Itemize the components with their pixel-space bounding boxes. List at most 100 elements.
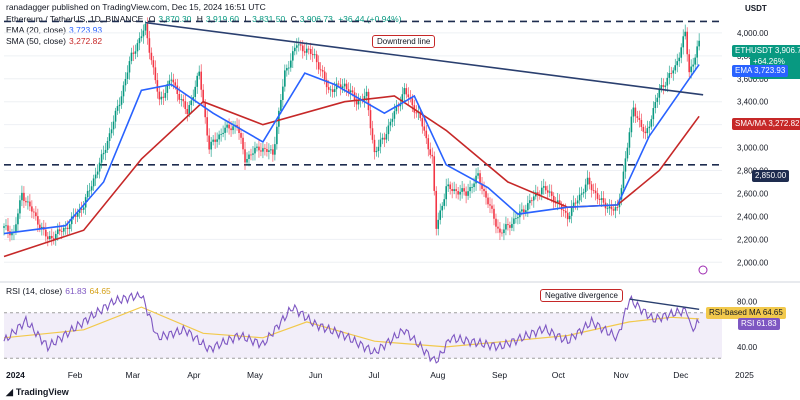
candle-body	[668, 73, 671, 78]
candle-body	[242, 137, 244, 150]
candle-body	[674, 65, 677, 71]
candle-body	[319, 69, 322, 71]
candle-body	[303, 51, 306, 53]
candle-body	[210, 141, 212, 150]
symbol-title[interactable]: Ethereum / TetherUS, 1D, BINANCE	[6, 14, 144, 24]
candle-body	[7, 225, 9, 232]
candle-body	[483, 188, 485, 192]
candle-body	[98, 162, 101, 172]
candle-body	[642, 126, 645, 132]
rsi-layer	[3, 290, 700, 364]
candle-body	[100, 154, 103, 163]
candle-body	[445, 186, 447, 200]
candle-body	[168, 80, 171, 85]
candle-body	[367, 91, 370, 111]
candle-body	[582, 192, 585, 194]
candle-body	[299, 44, 302, 46]
candle-body	[232, 126, 234, 131]
candle-body	[505, 224, 507, 230]
candle-body	[666, 77, 669, 86]
price-tick-label: 4,000.00	[737, 29, 769, 38]
candle-body	[325, 79, 328, 88]
candle-body	[128, 61, 131, 73]
grid-layer	[0, 32, 800, 359]
candle-body	[608, 206, 611, 209]
candle-body	[176, 85, 179, 94]
candle-body	[218, 134, 220, 140]
candle-body	[68, 224, 71, 229]
divergence-annotation[interactable]: Negative divergence	[540, 289, 623, 302]
sma-legend-value: 3,272.82	[69, 36, 103, 46]
ema-legend[interactable]: EMA (20, close) 3,723.93	[6, 25, 103, 35]
candle-body	[198, 71, 200, 76]
price-tick-label: 3,600.00	[737, 75, 769, 84]
candle-body	[630, 116, 633, 133]
candle-body	[664, 85, 667, 87]
candle-body	[134, 51, 137, 54]
candle-body	[49, 235, 51, 240]
candle-body	[78, 209, 81, 213]
candle-body	[331, 89, 334, 92]
candle-body	[660, 85, 663, 89]
candle-body	[616, 207, 619, 208]
candle-body	[140, 36, 143, 39]
candle-body	[405, 88, 408, 95]
candle-body	[421, 118, 424, 127]
candle-body	[260, 150, 262, 152]
candle-body	[311, 53, 314, 56]
alert-icon	[698, 265, 708, 275]
candle-body	[178, 93, 181, 100]
candle-body	[678, 57, 681, 62]
candle-body	[694, 57, 696, 65]
tradingview-logo[interactable]: ◢ TradingView	[6, 387, 69, 397]
candle-body	[76, 212, 79, 217]
candle-body	[626, 147, 629, 159]
candle-body	[29, 201, 31, 207]
candle-body	[672, 70, 675, 74]
candle-body	[377, 146, 380, 151]
downtrend-annotation[interactable]: Downtrend line	[372, 35, 436, 48]
sma-legend[interactable]: SMA (50, close) 3,272.82	[6, 36, 103, 46]
candle-body	[624, 158, 627, 172]
candle-body	[164, 92, 167, 98]
candle-body	[407, 94, 410, 98]
candle-body	[437, 219, 440, 229]
candle-body	[323, 71, 326, 80]
candle-body	[329, 89, 332, 91]
candle-body	[88, 190, 91, 192]
candle-body	[248, 154, 250, 159]
time-tick-label: Jul	[369, 370, 380, 380]
candle-body	[369, 110, 372, 129]
candle-body	[180, 99, 183, 100]
candle-body	[114, 110, 117, 122]
candle-body	[96, 171, 99, 175]
time-tick-label: Aug	[430, 370, 445, 380]
time-tick-label: 2024	[6, 370, 25, 380]
candle-body	[411, 98, 414, 106]
time-tick-label: Sep	[492, 370, 507, 380]
candle-body	[282, 86, 284, 100]
candle-body	[395, 105, 398, 112]
candle-body	[166, 84, 169, 93]
candle-body	[144, 23, 147, 31]
candle-body	[552, 195, 555, 203]
candle-body	[51, 235, 53, 239]
candle-body	[427, 138, 430, 150]
candle-body	[142, 30, 145, 37]
candle-body	[206, 117, 208, 136]
candle-body	[638, 118, 641, 120]
candle-body	[15, 224, 17, 232]
candle-body	[648, 126, 651, 129]
rsi-legend[interactable]: RSI (14, close) 61.83 64.65	[6, 286, 111, 296]
ema20-line	[3, 64, 700, 235]
sma-badge: SMA/MA 3,272.82	[732, 118, 800, 130]
candle-body	[570, 207, 573, 216]
candle-body	[321, 70, 324, 72]
candle-body	[455, 189, 457, 192]
candle-body	[170, 79, 173, 81]
candle-body	[182, 99, 185, 102]
candle-body	[415, 112, 418, 114]
candle-body	[208, 135, 210, 150]
candle-body	[546, 190, 549, 193]
